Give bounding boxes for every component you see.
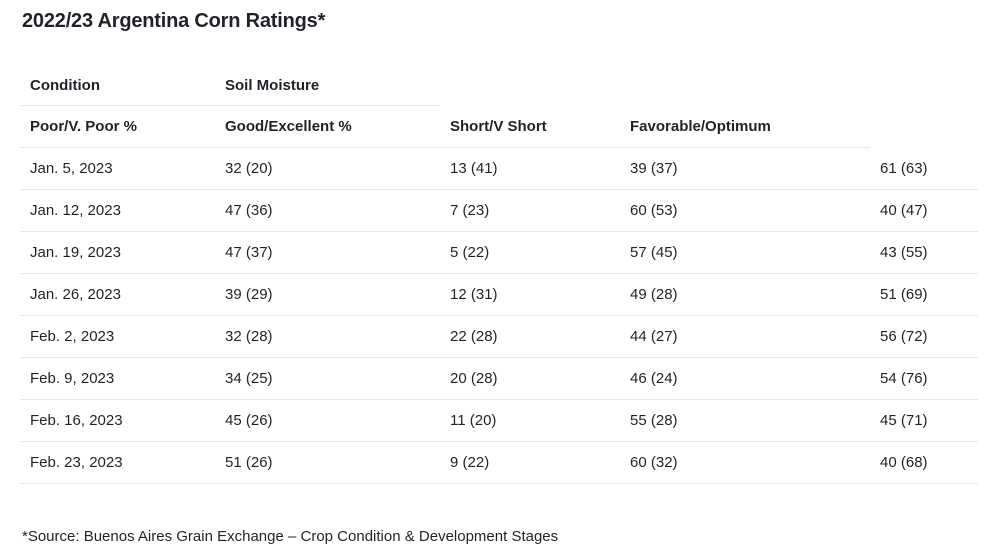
value-cell: 39 (37): [620, 147, 870, 190]
value-cell: 46 (24): [620, 357, 870, 400]
group-header-spacer: [870, 66, 978, 106]
value-cell: 51 (69): [870, 273, 978, 316]
date-cell: Jan. 19, 2023: [20, 231, 215, 274]
group-header-soil-moisture: Soil Moisture: [215, 66, 440, 106]
value-cell: 54 (76): [870, 357, 978, 400]
date-cell: Jan. 5, 2023: [20, 147, 215, 190]
ratings-table: Condition Soil Moisture Poor/V. Poor % G…: [20, 66, 978, 484]
value-cell: 40 (68): [870, 441, 978, 484]
page-title: 2022/23 Argentina Corn Ratings*: [22, 10, 326, 32]
value-cell: 47 (36): [215, 189, 440, 232]
value-cell: 60 (32): [620, 441, 870, 484]
value-cell: 55 (28): [620, 399, 870, 442]
value-cell: 51 (26): [215, 441, 440, 484]
value-cell: 5 (22): [440, 231, 620, 274]
column-header-row: Poor/V. Poor % Good/Excellent % Short/V …: [20, 105, 978, 148]
date-cell: Feb. 23, 2023: [20, 441, 215, 484]
group-header-spacer: [440, 66, 620, 106]
column-header-poor-vpoor: Poor/V. Poor %: [20, 105, 215, 148]
date-cell: Jan. 26, 2023: [20, 273, 215, 316]
column-header-short-vshort: Short/V Short: [440, 105, 620, 148]
date-cell: Feb. 9, 2023: [20, 357, 215, 400]
value-cell: 57 (45): [620, 231, 870, 274]
table-row: Jan. 5, 2023 32 (20) 13 (41) 39 (37) 61 …: [20, 147, 978, 190]
table-row: Feb. 9, 2023 34 (25) 20 (28) 46 (24) 54 …: [20, 357, 978, 400]
table-row: Jan. 19, 2023 47 (37) 5 (22) 57 (45) 43 …: [20, 231, 978, 274]
value-cell: 12 (31): [440, 273, 620, 316]
value-cell: 45 (26): [215, 399, 440, 442]
value-cell: 39 (29): [215, 273, 440, 316]
table-row: Feb. 2, 2023 32 (28) 22 (28) 44 (27) 56 …: [20, 315, 978, 358]
date-cell: Feb. 2, 2023: [20, 315, 215, 358]
value-cell: 11 (20): [440, 399, 620, 442]
value-cell: 40 (47): [870, 189, 978, 232]
value-cell: 47 (37): [215, 231, 440, 274]
value-cell: 56 (72): [870, 315, 978, 358]
value-cell: 22 (28): [440, 315, 620, 358]
table-row: Feb. 16, 2023 45 (26) 11 (20) 55 (28) 45…: [20, 399, 978, 442]
value-cell: 43 (55): [870, 231, 978, 274]
date-cell: Feb. 16, 2023: [20, 399, 215, 442]
source-footnote: *Source: Buenos Aires Grain Exchange – C…: [22, 528, 559, 545]
value-cell: 60 (53): [620, 189, 870, 232]
table-body: Jan. 5, 2023 32 (20) 13 (41) 39 (37) 61 …: [20, 147, 978, 484]
value-cell: 44 (27): [620, 315, 870, 358]
value-cell: 7 (23): [440, 189, 620, 232]
group-header-row: Condition Soil Moisture: [20, 66, 978, 106]
value-cell: 61 (63): [870, 147, 978, 190]
value-cell: 13 (41): [440, 147, 620, 190]
value-cell: 9 (22): [440, 441, 620, 484]
value-cell: 34 (25): [215, 357, 440, 400]
group-header-condition: Condition: [20, 66, 215, 106]
column-header-favorable-optimum: Favorable/Optimum: [620, 105, 870, 148]
value-cell: 32 (20): [215, 147, 440, 190]
value-cell: 45 (71): [870, 399, 978, 442]
table-row: Feb. 23, 2023 51 (26) 9 (22) 60 (32) 40 …: [20, 441, 978, 484]
table-row: Jan. 26, 2023 39 (29) 12 (31) 49 (28) 51…: [20, 273, 978, 316]
date-cell: Jan. 12, 2023: [20, 189, 215, 232]
group-header-spacer: [620, 66, 870, 106]
column-header-spacer: [870, 106, 978, 148]
value-cell: 49 (28): [620, 273, 870, 316]
table-row: Jan. 12, 2023 47 (36) 7 (23) 60 (53) 40 …: [20, 189, 978, 232]
column-header-good-excellent: Good/Excellent %: [215, 105, 440, 148]
value-cell: 32 (28): [215, 315, 440, 358]
value-cell: 20 (28): [440, 357, 620, 400]
table-header: Condition Soil Moisture Poor/V. Poor % G…: [20, 66, 978, 148]
